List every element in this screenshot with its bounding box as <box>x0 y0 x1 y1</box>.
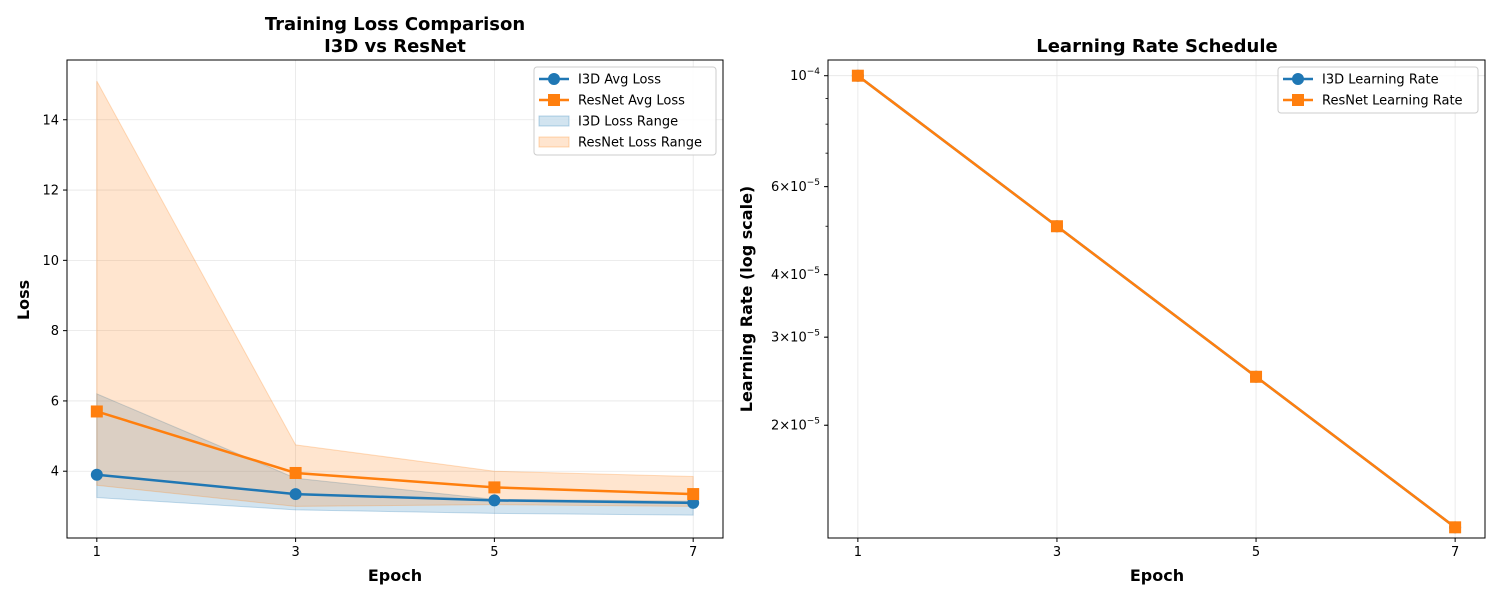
legend-box <box>533 66 717 156</box>
loss-chart-x-label: Epoch <box>368 566 422 585</box>
legend-label: ResNet Avg Loss <box>578 94 685 109</box>
data-point <box>1449 521 1462 534</box>
y-tick-label: 12 <box>42 184 59 199</box>
data-point <box>851 69 864 82</box>
y-tick-label: 4 <box>51 465 59 480</box>
x-tick-label: 5 <box>490 545 498 560</box>
lr-chart-y-label: Learning Rate (log scale) <box>737 186 756 412</box>
loss-chart-x-ticks: 1 3 5 7 <box>93 538 697 560</box>
y-tick-label: 14 <box>42 113 59 128</box>
legend-marker <box>1292 73 1304 85</box>
data-point <box>488 481 501 494</box>
loss-chart-y-label: Loss <box>14 280 33 320</box>
data-point <box>1250 370 1263 383</box>
legend-box <box>1277 66 1479 114</box>
series-line <box>96 473 694 505</box>
x-tick-label: 1 <box>854 545 862 560</box>
legend-label: I3D Learning Rate <box>1322 73 1439 88</box>
lr-chart-series <box>851 69 1462 534</box>
legend-marker <box>1292 94 1304 106</box>
x-tick-label: 3 <box>1053 545 1061 560</box>
legend-patch <box>538 136 570 148</box>
x-tick-label: 1 <box>93 545 101 560</box>
lr-chart-grid <box>828 60 1485 538</box>
lr-chart-x-label: Epoch <box>1130 566 1184 585</box>
y-tick-label: 4×10−5 <box>771 266 820 283</box>
lr-chart-y-ticks: 10−4 6×10−5 4×10−5 3×10−5 2×10−5 <box>771 67 828 434</box>
lr-chart-x-ticks: 1 3 5 7 <box>854 538 1459 560</box>
y-tick-label: 2×10−5 <box>771 417 820 434</box>
x-tick-label: 5 <box>1252 545 1260 560</box>
loss-chart-title-line1: Training Loss Comparison <box>265 14 525 35</box>
range-band <box>96 393 694 516</box>
legend-label: ResNet Learning Rate <box>1322 94 1463 109</box>
y-tick-label: 10 <box>42 254 59 269</box>
legend-label: I3D Avg Loss <box>578 73 661 88</box>
lr-chart: Learning Rate Schedule 1 3 5 7 10−4 6×10−5 4×… <box>737 36 1486 585</box>
loss-chart-y-ticks: 4 6 8 10 12 14 <box>42 113 67 480</box>
lr-chart-plot-frame <box>827 59 1486 539</box>
loss-chart-legend: I3D Avg Loss ResNet Avg Loss I3D Loss Rang… <box>533 66 717 156</box>
x-tick-label: 7 <box>1451 545 1459 560</box>
lr-chart-title: Learning Rate Schedule <box>1036 36 1277 57</box>
data-point <box>488 494 501 507</box>
data-point <box>289 466 302 479</box>
x-tick-label: 3 <box>291 545 299 560</box>
y-tick-label: 10−4 <box>790 67 820 84</box>
data-point <box>90 405 103 418</box>
loss-chart-plot-frame <box>66 59 724 539</box>
data-point <box>289 488 302 501</box>
legend-marker <box>548 94 560 106</box>
legend-label: ResNet Loss Range <box>578 136 702 151</box>
y-tick-label: 6×10−5 <box>771 178 820 195</box>
legend-patch <box>538 115 570 127</box>
lr-chart-legend: I3D Learning Rate ResNet Learning Rate <box>1277 66 1479 114</box>
legend-marker <box>548 73 560 85</box>
loss-chart-series <box>90 405 700 509</box>
y-tick-label: 3×10−5 <box>771 329 820 346</box>
x-tick-label: 7 <box>689 545 697 560</box>
series-line <box>857 74 1456 529</box>
data-point <box>90 468 103 481</box>
data-point <box>687 488 700 501</box>
loss-chart: Training Loss Comparison I3D vs ResNet 1… <box>14 14 724 585</box>
y-tick-label: 6 <box>51 394 59 409</box>
series-line <box>96 410 694 496</box>
y-tick-label: 8 <box>51 324 59 339</box>
data-point <box>1050 220 1063 233</box>
loss-chart-title-line2: I3D vs ResNet <box>324 36 466 57</box>
legend-label: I3D Loss Range <box>578 115 678 130</box>
